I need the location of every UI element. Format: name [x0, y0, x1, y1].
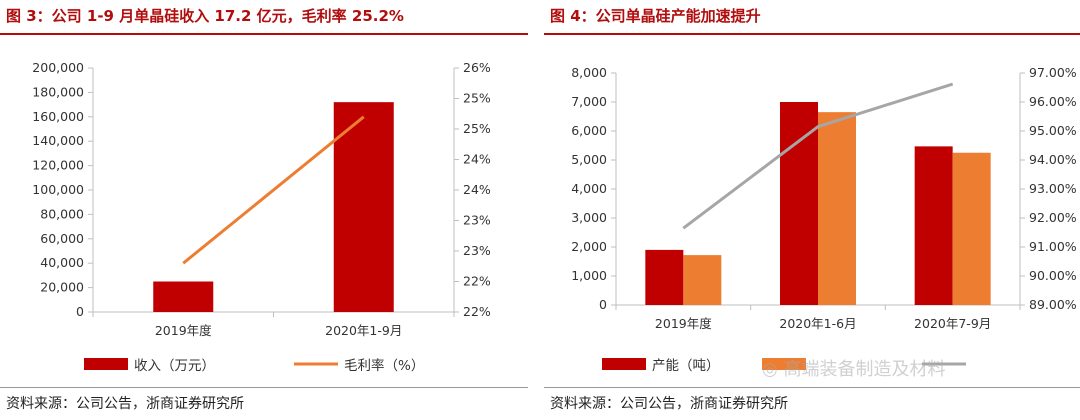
- legend-swatch-bar: [762, 358, 806, 370]
- y-left-tick-label: 3,000: [571, 210, 607, 225]
- bar: [683, 255, 722, 305]
- figure-3-chart: 0 20,000 40,000 60,000 80,000 100,000 120,000 1…: [32, 60, 491, 374]
- y-left-tick-label: 6,000: [571, 123, 607, 138]
- y-right-tick-label: 92.00%: [1029, 210, 1077, 225]
- y-right-tick-label: 89.00%: [1029, 297, 1077, 312]
- x-tick-label: 2020年1-9月: [325, 323, 402, 338]
- line-series: [682, 82, 954, 230]
- y-left-tick-label: 160,000: [32, 109, 84, 124]
- y-right-tick-label: 24%: [463, 152, 491, 167]
- x-tick-label: 2020年7-9月: [914, 316, 991, 331]
- legend-label: 毛利率（%）: [344, 357, 424, 374]
- y-right-tick-label: 97.00%: [1029, 65, 1077, 80]
- y-left-tick-label: 140,000: [32, 133, 84, 148]
- y-right-tick-label: 94.00%: [1029, 152, 1077, 167]
- y-right-tick-label: 26%: [463, 60, 491, 75]
- figure-4-source: 资料来源：公司公告，浙商证券研究所: [550, 396, 788, 412]
- y-left-tick-label: 40,000: [40, 255, 84, 270]
- y-left-tick-label: 200,000: [32, 60, 84, 75]
- figure-3-panel: 图 3：公司 1-9 月单晶硅收入 17.2 亿元，毛利率 25.2% 0 20,…: [0, 0, 528, 420]
- bar: [333, 102, 394, 312]
- figure-4-panel: 图 4：公司单晶硅产能加速提升 0 1,000 2,000 3,000 4,000 5,0…: [544, 0, 1080, 420]
- y-right-tick-label: 95.00%: [1029, 123, 1077, 138]
- y-right-tick-label: 25%: [463, 91, 491, 106]
- y-left-tick-label: 5,000: [571, 152, 607, 167]
- y-right-tick-label: 24%: [463, 182, 491, 197]
- y-right-tick-label: 91.00%: [1029, 239, 1077, 254]
- y-right-tick-label: 90.00%: [1029, 268, 1077, 283]
- y-right-tick-label: 96.00%: [1029, 94, 1077, 109]
- legend-label: 产能（吨）: [652, 358, 720, 374]
- y-left-tick-label: 120,000: [32, 158, 84, 173]
- y-right-tick-label: 22%: [463, 274, 491, 289]
- watermark-text: 高端装备制造及材料: [783, 359, 946, 380]
- bar: [645, 249, 684, 305]
- line-series: [182, 115, 365, 265]
- y-left-tick-label: 0: [76, 304, 84, 319]
- y-left-tick-label: 100,000: [32, 182, 84, 197]
- title-rule: [544, 33, 1080, 35]
- figure-4-title: 图 4：公司单晶硅产能加速提升: [550, 7, 761, 25]
- legend-label: 收入（万元）: [134, 358, 215, 374]
- y-right-tick-label: 23%: [463, 243, 491, 258]
- y-left-tick-label: 60,000: [40, 231, 84, 246]
- figure-3-source: 资料来源：公司公告，浙商证券研究所: [6, 396, 244, 412]
- bar: [952, 152, 991, 305]
- figure-3-title: 图 3：公司 1-9 月单晶硅收入 17.2 亿元，毛利率 25.2%: [6, 7, 404, 25]
- source-rule: [544, 387, 1080, 388]
- y-left-tick-label: 0: [599, 297, 607, 312]
- y-left-tick-label: 2,000: [571, 239, 607, 254]
- y-right-tick-label: 22%: [463, 304, 491, 319]
- source-rule: [0, 387, 528, 388]
- x-tick-label: 2019年度: [655, 316, 712, 331]
- wechat-icon: ◎: [762, 359, 778, 380]
- y-left-tick-label: 180,000: [32, 84, 84, 99]
- bar: [153, 281, 214, 312]
- y-right-tick-label: 23%: [463, 213, 491, 228]
- y-left-tick-label: 20,000: [40, 280, 84, 295]
- y-left-tick-label: 80,000: [40, 206, 84, 221]
- y-right-tick-label: 25%: [463, 121, 491, 136]
- y-left-tick-label: 4,000: [571, 181, 607, 196]
- y-left-tick-label: 7,000: [571, 94, 607, 109]
- wechat-watermark: ◎ 高端装备制造及材料: [762, 355, 945, 381]
- y-left-tick-label: 8,000: [571, 65, 607, 80]
- legend-swatch-bar: [602, 358, 646, 370]
- x-tick-label: 2019年度: [155, 323, 212, 338]
- x-tick-label: 2020年1-6月: [779, 316, 856, 331]
- y-left-tick-label: 1,000: [571, 268, 607, 283]
- title-rule: [0, 33, 528, 35]
- bar: [914, 146, 953, 305]
- figure-4-chart: 0 1,000 2,000 3,000 4,000 5,000 6,000 7,000 8,00…: [571, 65, 1077, 374]
- y-right-tick-label: 93.00%: [1029, 181, 1077, 196]
- legend-swatch-bar: [84, 358, 128, 370]
- bar: [818, 112, 856, 306]
- bar: [780, 102, 818, 305]
